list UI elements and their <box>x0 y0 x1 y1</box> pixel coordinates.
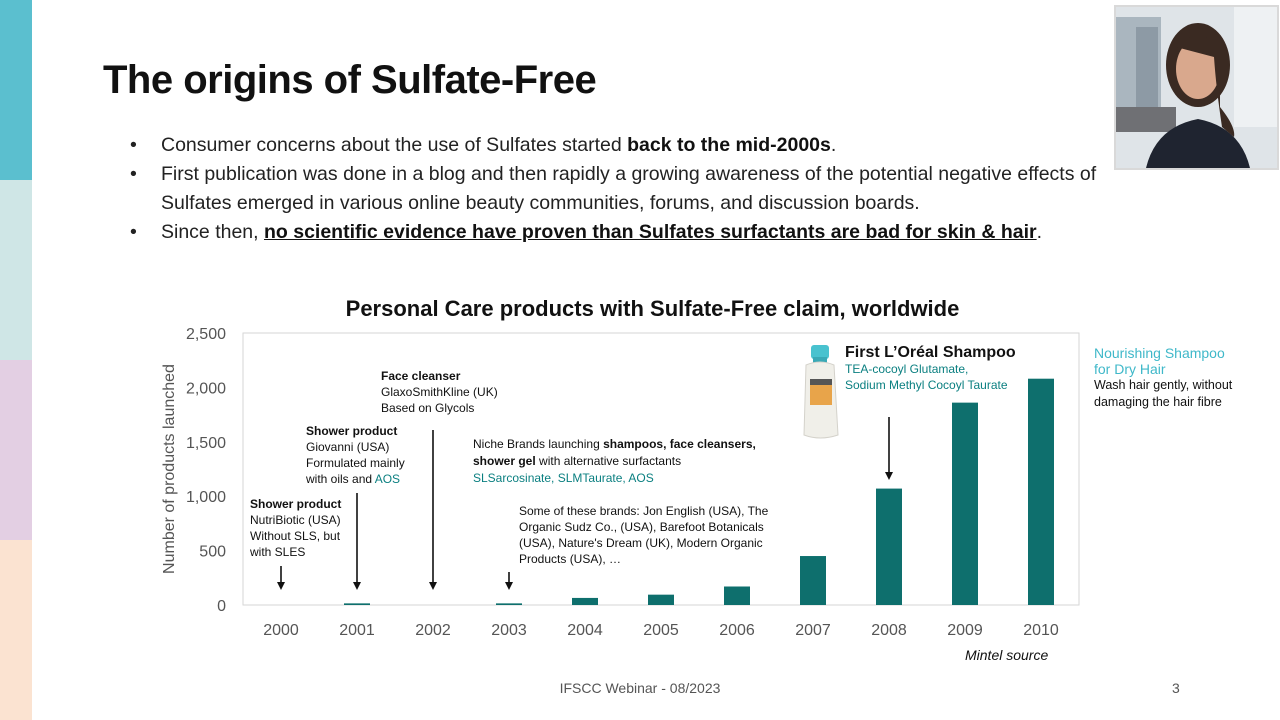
bullet-text: Consumer concerns about the use of Sulfa… <box>161 134 628 156</box>
bullet-list: Consumer concerns about the use of Sulfa… <box>130 131 1120 247</box>
annotation-surfactants: SLSarcosinate, SLMTaurate, AOS <box>473 471 654 485</box>
annotation-niche-brands: Niche Brands launching shampoos, face cl… <box>473 436 783 487</box>
annotation-brand-list: Some of these brands: Jon English (USA),… <box>519 503 779 567</box>
annotation-line: Sodium Methyl Cocoyl Taurate <box>845 378 1008 392</box>
y-tick-label: 0 <box>217 598 226 615</box>
y-tick-label: 2,000 <box>186 380 226 397</box>
y-tick-label: 500 <box>199 544 226 561</box>
bullet-text: Since then, <box>161 221 264 243</box>
bar-2005 <box>648 594 674 605</box>
side-stripe-blue <box>0 0 32 180</box>
bullet-text: . <box>830 134 837 156</box>
x-tick-label: 2002 <box>415 622 451 639</box>
annotation-surfactant: AOS <box>374 472 401 486</box>
x-tick-label: 2010 <box>1023 622 1059 639</box>
annotation-arrow-head <box>277 582 285 590</box>
x-tick-label: 2004 <box>567 622 603 639</box>
bullet-emphasis-underlined: no scientific evidence have proven than … <box>263 221 1037 243</box>
chart-title: Personal Care products with Sulfate-Free… <box>345 296 960 321</box>
annotation-title: Shower product <box>306 424 398 438</box>
annotation-line: with oils and <box>306 472 375 486</box>
annotation-arrow-head <box>429 582 437 590</box>
annotation-title: First L’Oréal Shampoo <box>845 344 1016 361</box>
annotation-line: Giovanni (USA) <box>306 440 390 454</box>
annotation-line: Some of these brands: Jon English (USA),… <box>519 504 769 566</box>
bullet-item: Since then, no scientific evidence have … <box>130 218 1120 247</box>
shampoo-bottle-icon <box>803 345 839 439</box>
annotation-title: Shower product <box>250 497 342 511</box>
annotation-arrow-head <box>353 582 361 590</box>
bar-2006 <box>724 586 750 605</box>
presenter-avatar-icon <box>1116 7 1277 168</box>
bullet-text: . <box>1036 221 1043 243</box>
side-stripe-lilac <box>0 360 32 540</box>
bar-2009 <box>952 402 978 605</box>
y-tick-label: 1,000 <box>186 489 226 506</box>
x-tick-label: 2001 <box>339 622 375 639</box>
annotation-product-desc: Wash hair gently, without damaging the h… <box>1094 378 1233 409</box>
y-tick-label: 2,500 <box>186 326 226 343</box>
bullet-text: First publication was done in a blog and… <box>161 163 1097 214</box>
presenter-video-thumbnail[interactable] <box>1114 5 1279 170</box>
annotation-nourishing-shampoo: Nourishing Shampoo for Dry Hair Wash hai… <box>1094 345 1244 411</box>
annotation-line: Formulated mainly <box>306 456 405 470</box>
annotation-title: Face cleanser <box>381 369 461 383</box>
bullet-item: Consumer concerns about the use of Sulfa… <box>130 131 1120 160</box>
bullet-emphasis: back to the mid-2000s <box>627 134 831 156</box>
annotation-line: Based on Glycols <box>381 401 475 415</box>
y-tick-label: 1,500 <box>186 435 226 452</box>
annotation-product-name: Nourishing Shampoo for Dry Hair <box>1094 345 1225 377</box>
side-stripe-peach <box>0 540 32 720</box>
annotation-line: NutriBiotic (USA) <box>250 513 341 527</box>
bar-2008 <box>876 488 902 605</box>
annotation-emphasis: shampoos, face cleansers, shower gel <box>473 437 756 468</box>
x-tick-label: 2000 <box>263 622 299 639</box>
annotation-line: TEA-cocoyl Glutamate, <box>845 362 969 376</box>
side-stripe-mint <box>0 180 32 360</box>
bar-2007 <box>800 556 826 605</box>
bar-2004 <box>572 597 598 605</box>
footer-text: IFSCC Webinar - 08/2023 <box>559 680 721 696</box>
annotation-line: with alternative surfactants <box>535 454 682 468</box>
x-tick-label: 2006 <box>719 622 755 639</box>
page-number: 3 <box>1172 680 1180 696</box>
annotation-arrow-head <box>505 582 513 590</box>
annotation-2000: Shower product NutriBiotic (USA) Without… <box>250 496 341 560</box>
x-tick-label: 2007 <box>795 622 831 639</box>
bar-2010 <box>1028 378 1054 605</box>
y-axis-label: Number of products launched <box>161 364 178 574</box>
x-tick-label: 2003 <box>491 622 527 639</box>
bullet-item: First publication was done in a blog and… <box>130 160 1120 218</box>
annotation-arrow-head <box>885 472 893 480</box>
annotation-line: with SLES <box>250 545 306 559</box>
source-note: Mintel source <box>965 647 1049 663</box>
annotation-line: Niche Brands launching <box>473 437 604 451</box>
annotation-loreal: First L’Oréal Shampoo TEA-cocoyl Glutama… <box>845 345 1035 393</box>
bar-2003 <box>496 603 522 605</box>
annotation-2002: Face cleanser GlaxoSmithKline (UK) Based… <box>381 368 498 416</box>
bar-2001 <box>344 603 370 605</box>
annotation-2001: Shower product Giovanni (USA) Formulated… <box>306 423 405 487</box>
annotation-line: Without SLS, but <box>250 529 341 543</box>
slide-title: The origins of Sulfate-Free <box>103 58 597 102</box>
x-tick-label: 2005 <box>643 622 679 639</box>
x-tick-label: 2009 <box>947 622 983 639</box>
x-tick-label: 2008 <box>871 622 907 639</box>
annotation-line: GlaxoSmithKline (UK) <box>381 385 498 399</box>
